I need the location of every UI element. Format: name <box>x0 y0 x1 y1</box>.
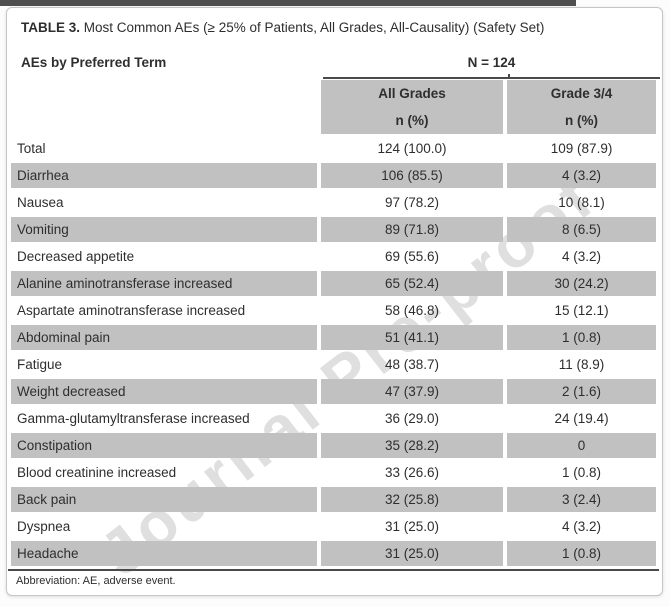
ae-term-cell: Alanine aminotransferase increased <box>11 271 317 296</box>
table-title-text: Most Common AEs (≥ 25% of Patients, All … <box>83 20 545 35</box>
grade-3-4-value-cell: 0 <box>507 433 656 458</box>
table-row: Aspartate aminotransferase increased 58 … <box>11 298 656 323</box>
table-row: Fatigue 48 (38.7) 11 (8.9) <box>11 352 656 377</box>
table-row: Weight decreased 47 (37.9) 2 (1.6) <box>11 379 656 404</box>
page-edge-strip <box>0 0 576 6</box>
all-grades-value-cell: 35 (28.2) <box>320 433 504 458</box>
grade-3-4-value-cell: 15 (12.1) <box>554 303 609 318</box>
grade-3-4-value-cell: 3 (2.4) <box>507 487 656 512</box>
header-column-divider-tick <box>508 74 510 79</box>
table-row: Constipation 35 (28.2) 0 <box>11 433 656 458</box>
table-row: Dyspnea 31 (25.0) 4 (3.2) <box>11 514 656 539</box>
grade-3-4-value-cell: 24 (19.4) <box>554 411 609 426</box>
table-row: Blood creatinine increased 33 (26.6) 1 (… <box>11 460 656 485</box>
table-row: Vomiting 89 (71.8) 8 (6.5) <box>11 217 656 242</box>
ae-table-body: Total 124 (100.0) 109 (87.9) Diarrhea 10… <box>11 136 656 566</box>
grade-3-4-label: Grade 3/4 <box>550 86 613 101</box>
ae-term-cell: Gamma-glutamyltransferase increased <box>17 411 250 426</box>
grade-3-4-value-cell: 109 (87.9) <box>550 141 613 156</box>
table-row: Abdominal pain 51 (41.1) 1 (0.8) <box>11 325 656 350</box>
grade-3-4-value-cell: 1 (0.8) <box>507 325 656 350</box>
column-header-all-grades: All Grades n (%) <box>320 80 504 134</box>
all-grades-value-cell: 32 (25.8) <box>320 487 504 512</box>
all-grades-value-cell: 124 (100.0) <box>377 141 447 156</box>
grade-3-4-sublabel: n (%) <box>565 112 599 128</box>
all-grades-value-cell: 89 (71.8) <box>320 217 504 242</box>
ae-term-cell: Nausea <box>17 195 64 210</box>
all-grades-value-cell: 58 (46.8) <box>384 303 439 318</box>
header-top-rule <box>323 77 660 79</box>
all-grades-value-cell: 51 (41.1) <box>320 325 504 350</box>
grade-3-4-value-cell: 4 (3.2) <box>562 519 602 534</box>
table-title-label: TABLE 3. <box>21 20 81 35</box>
column-group-header-row: All Grades n (%) Grade 3/4 n (%) <box>11 80 656 134</box>
all-grades-value-cell: 106 (85.5) <box>320 163 504 188</box>
all-grades-value-cell: 31 (25.0) <box>320 541 504 566</box>
ae-term-cell: Headache <box>11 541 317 566</box>
table-card: Journal Pre-proof TABLE 3. Most Common A… <box>6 7 663 596</box>
table-row: Gamma-glutamyltransferase increased 36 (… <box>11 406 656 431</box>
grade-3-4-value-cell: 1 (0.8) <box>507 541 656 566</box>
grade-3-4-value-cell: 11 (8.9) <box>558 357 605 372</box>
all-grades-sublabel: n (%) <box>395 112 429 128</box>
ae-term-cell: Fatigue <box>17 357 63 372</box>
grade-3-4-value-cell: 10 (8.1) <box>558 195 605 210</box>
grade-3-4-value-cell: 30 (24.2) <box>507 271 656 296</box>
all-grades-value-cell: 36 (29.0) <box>384 411 439 426</box>
abbreviation-footnote: Abbreviation: AE, adverse event. <box>16 575 176 587</box>
ae-term-cell: Abdominal pain <box>11 325 317 350</box>
grade-3-4-value-cell: 4 (3.2) <box>562 249 602 264</box>
all-grades-label: All Grades <box>378 86 446 101</box>
all-grades-value-cell: 97 (78.2) <box>384 195 439 210</box>
table-row: Diarrhea 106 (85.5) 4 (3.2) <box>11 163 656 188</box>
ae-term-cell: Constipation <box>11 433 317 458</box>
table-bottom-rule <box>8 569 659 571</box>
grade-3-4-value-cell: 2 (1.6) <box>507 379 656 404</box>
all-grades-value-cell: 48 (38.7) <box>384 357 439 372</box>
ae-term-cell: Total <box>17 141 46 156</box>
table-row: Headache 31 (25.0) 1 (0.8) <box>11 541 656 566</box>
column-header-grade-3-4: Grade 3/4 n (%) <box>507 80 656 134</box>
ae-term-cell: Dyspnea <box>17 519 71 534</box>
table-row: Alanine aminotransferase increased 65 (5… <box>11 271 656 296</box>
all-grades-value-cell: 31 (25.0) <box>384 519 439 534</box>
all-grades-value-cell: 65 (52.4) <box>320 271 504 296</box>
table-row: Decreased appetite 69 (55.6) 4 (3.2) <box>11 244 656 269</box>
ae-term-cell: Diarrhea <box>11 163 317 188</box>
ae-term-cell: Blood creatinine increased <box>17 465 177 480</box>
ae-term-cell: Back pain <box>11 487 317 512</box>
stub-column-header: AEs by Preferred Term <box>21 55 167 70</box>
ae-term-cell: Aspartate aminotransferase increased <box>17 303 246 318</box>
ae-term-cell: Weight decreased <box>11 379 317 404</box>
n-total-header: N = 124 <box>467 55 516 70</box>
stub-header-spacer <box>11 80 317 134</box>
ae-term-cell: Vomiting <box>11 217 317 242</box>
grade-3-4-value-cell: 4 (3.2) <box>507 163 656 188</box>
grade-3-4-value-cell: 8 (6.5) <box>507 217 656 242</box>
all-grades-value-cell: 47 (37.9) <box>320 379 504 404</box>
table-title: TABLE 3. Most Common AEs (≥ 25% of Patie… <box>21 20 651 35</box>
table-row: Nausea 97 (78.2) 10 (8.1) <box>11 190 656 215</box>
table-row: Back pain 32 (25.8) 3 (2.4) <box>11 487 656 512</box>
grade-3-4-value-cell: 1 (0.8) <box>562 465 602 480</box>
all-grades-value-cell: 69 (55.6) <box>384 249 439 264</box>
ae-term-cell: Decreased appetite <box>17 249 135 264</box>
adverse-events-table: All Grades n (%) Grade 3/4 n (%) Total 1… <box>7 78 660 568</box>
all-grades-value-cell: 33 (26.6) <box>384 465 439 480</box>
table-row: Total 124 (100.0) 109 (87.9) <box>11 136 656 161</box>
